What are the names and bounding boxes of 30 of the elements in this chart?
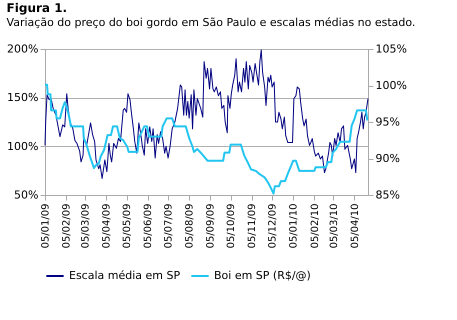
x-tick-label: 05/03/09 bbox=[80, 204, 92, 248]
y2-tick-label: 90% bbox=[376, 152, 400, 165]
x-tick-label: 05/10/09 bbox=[226, 204, 238, 248]
legend-label: Boi em SP (R$/@) bbox=[214, 269, 311, 282]
line-series bbox=[44, 49, 368, 179]
x-tick-label: 05/05/09 bbox=[122, 204, 134, 248]
x-tick-label: 05/01/10 bbox=[288, 204, 300, 248]
chart-title: Figura 1. bbox=[6, 1, 68, 15]
x-tick-label: 05/04/10 bbox=[350, 204, 361, 248]
x-tick-label: 05/06/09 bbox=[143, 204, 154, 248]
y-tick-label: 200% bbox=[7, 42, 38, 56]
y-tick-label: 150% bbox=[7, 91, 38, 104]
legend-label: Escala média em SP bbox=[69, 269, 180, 282]
chart-subtitle: Variação do preço do boi gordo em São Paulo e escalas médias no estado. bbox=[6, 16, 416, 29]
y-tick-label: 50% bbox=[14, 188, 38, 202]
y2-tick-label: 85% bbox=[376, 188, 400, 202]
x-tick-label: 05/07/09 bbox=[164, 204, 175, 248]
y2-tick-label: 95% bbox=[376, 116, 400, 128]
y2-tick-label: 100% bbox=[376, 79, 407, 92]
y2-tick-label: 105% bbox=[376, 42, 407, 56]
x-tick-label: 05/12/09 bbox=[268, 204, 279, 248]
x-tick-label: 05/02/10 bbox=[310, 204, 321, 248]
x-tick-label: 05/03/10 bbox=[328, 204, 340, 248]
x-tick-label: 05/11/09 bbox=[247, 204, 258, 248]
x-tick-label: 05/09/09 bbox=[206, 204, 217, 248]
x-tick-label: 05/08/09 bbox=[184, 204, 196, 248]
x-tick-label: 05/02/09 bbox=[62, 204, 73, 248]
x-tick-label: 05/04/09 bbox=[102, 204, 113, 248]
y-tick-label: 100% bbox=[7, 140, 38, 153]
x-tick-label: 05/01/09 bbox=[40, 204, 52, 248]
